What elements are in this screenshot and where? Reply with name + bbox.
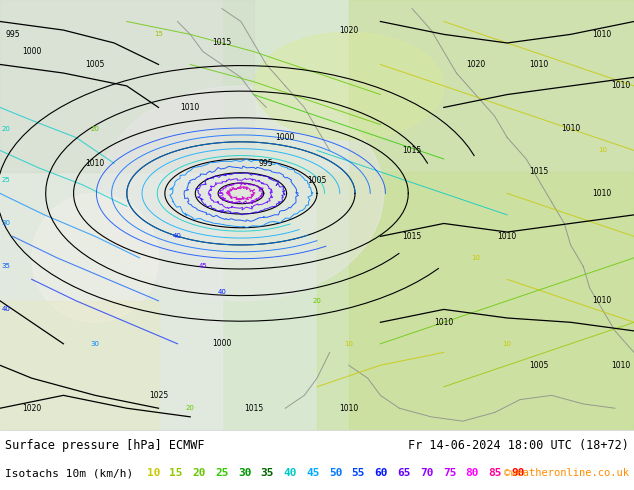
Text: 1010: 1010 bbox=[593, 296, 612, 305]
Text: 1000: 1000 bbox=[22, 47, 41, 56]
Text: 55: 55 bbox=[352, 468, 365, 478]
Bar bbox=[317, 172, 634, 430]
Text: 1025: 1025 bbox=[149, 391, 168, 400]
Text: 1020: 1020 bbox=[466, 60, 485, 69]
Text: 30: 30 bbox=[2, 220, 11, 226]
Bar bbox=[0, 0, 222, 430]
Text: 10: 10 bbox=[503, 341, 512, 347]
Text: 40: 40 bbox=[217, 289, 226, 295]
Text: 10: 10 bbox=[146, 468, 160, 478]
Text: 80: 80 bbox=[465, 468, 479, 478]
Text: 10: 10 bbox=[471, 255, 480, 261]
Text: 65: 65 bbox=[398, 468, 411, 478]
Text: Fr 14-06-2024 18:00 UTC (18+72): Fr 14-06-2024 18:00 UTC (18+72) bbox=[408, 439, 629, 452]
Text: 30: 30 bbox=[91, 341, 100, 347]
Text: 1005: 1005 bbox=[529, 361, 548, 370]
Text: 1015: 1015 bbox=[244, 404, 263, 413]
Text: 45: 45 bbox=[198, 264, 207, 270]
Text: 1010: 1010 bbox=[339, 404, 358, 413]
Text: 75: 75 bbox=[443, 468, 456, 478]
Text: 40: 40 bbox=[173, 233, 182, 239]
Text: 25: 25 bbox=[215, 468, 228, 478]
Text: 1020: 1020 bbox=[339, 25, 358, 35]
Text: 1000: 1000 bbox=[276, 133, 295, 142]
Text: 40: 40 bbox=[283, 468, 297, 478]
Text: 1020: 1020 bbox=[22, 404, 41, 413]
Text: 10: 10 bbox=[598, 147, 607, 153]
Text: 1000: 1000 bbox=[212, 339, 231, 348]
Bar bbox=[0, 0, 254, 172]
Ellipse shape bbox=[98, 86, 384, 301]
Text: 20: 20 bbox=[186, 405, 195, 411]
Text: 40: 40 bbox=[2, 306, 11, 313]
Text: 1015: 1015 bbox=[529, 168, 548, 176]
Text: 1010: 1010 bbox=[593, 30, 612, 39]
Text: 20: 20 bbox=[192, 468, 206, 478]
Text: 995: 995 bbox=[259, 159, 274, 168]
Text: 1010: 1010 bbox=[86, 159, 105, 168]
Text: 60: 60 bbox=[375, 468, 388, 478]
Text: 1010: 1010 bbox=[561, 124, 580, 133]
Text: 70: 70 bbox=[420, 468, 434, 478]
Text: 20: 20 bbox=[91, 126, 100, 132]
Text: 25: 25 bbox=[2, 177, 11, 183]
Text: 1005: 1005 bbox=[86, 60, 105, 69]
Text: Surface pressure [hPa] ECMWF: Surface pressure [hPa] ECMWF bbox=[5, 439, 205, 452]
Text: 35: 35 bbox=[2, 264, 11, 270]
Text: 1010: 1010 bbox=[181, 103, 200, 112]
Text: ©weatheronline.co.uk: ©weatheronline.co.uk bbox=[504, 468, 629, 478]
Text: 15: 15 bbox=[154, 31, 163, 37]
Text: 1010: 1010 bbox=[529, 60, 548, 69]
Text: 30: 30 bbox=[238, 468, 251, 478]
Ellipse shape bbox=[32, 194, 158, 322]
Ellipse shape bbox=[254, 32, 444, 140]
Text: 45: 45 bbox=[306, 468, 320, 478]
Text: 1010: 1010 bbox=[434, 318, 453, 327]
Text: Isotachs 10m (km/h): Isotachs 10m (km/h) bbox=[5, 468, 133, 478]
Text: 1015: 1015 bbox=[403, 232, 422, 241]
Text: 20: 20 bbox=[2, 126, 11, 132]
Bar bbox=[349, 0, 634, 430]
Text: 995: 995 bbox=[5, 30, 20, 39]
Text: 15: 15 bbox=[169, 468, 183, 478]
Text: 1005: 1005 bbox=[307, 176, 327, 185]
Text: 1015: 1015 bbox=[212, 39, 231, 48]
Text: 1010: 1010 bbox=[498, 232, 517, 241]
Bar bbox=[0, 301, 158, 430]
Text: 10: 10 bbox=[344, 341, 353, 347]
Text: 1010: 1010 bbox=[612, 361, 631, 370]
Text: 1010: 1010 bbox=[593, 189, 612, 198]
Text: 1015: 1015 bbox=[403, 146, 422, 155]
Text: 90: 90 bbox=[511, 468, 525, 478]
Text: 50: 50 bbox=[329, 468, 342, 478]
Text: 35: 35 bbox=[261, 468, 274, 478]
Text: 1010: 1010 bbox=[612, 81, 631, 91]
Text: 20: 20 bbox=[313, 298, 321, 304]
Text: 85: 85 bbox=[488, 468, 502, 478]
